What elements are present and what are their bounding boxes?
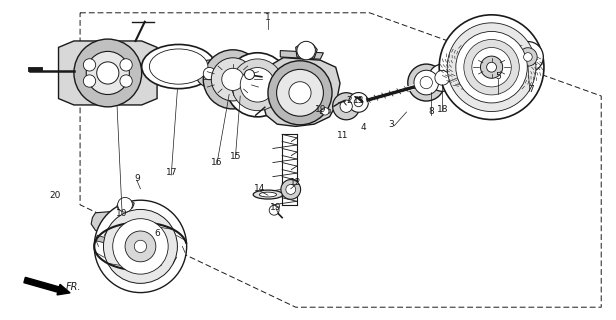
Polygon shape xyxy=(262,58,340,126)
Circle shape xyxy=(196,60,223,87)
Text: 19: 19 xyxy=(270,203,282,212)
Circle shape xyxy=(83,75,95,87)
Circle shape xyxy=(83,59,95,71)
Circle shape xyxy=(464,39,519,95)
Circle shape xyxy=(125,231,156,262)
Text: 2: 2 xyxy=(346,96,352,105)
Polygon shape xyxy=(280,51,323,59)
FancyArrow shape xyxy=(24,277,70,295)
Circle shape xyxy=(134,240,147,252)
Circle shape xyxy=(513,42,543,72)
Polygon shape xyxy=(320,108,330,115)
Text: 1: 1 xyxy=(265,13,271,22)
Circle shape xyxy=(456,31,527,103)
Circle shape xyxy=(333,93,360,120)
Circle shape xyxy=(420,76,432,89)
Circle shape xyxy=(203,68,216,80)
Circle shape xyxy=(439,15,544,120)
Text: 20: 20 xyxy=(50,191,61,200)
Circle shape xyxy=(519,48,537,66)
Text: FR.: FR. xyxy=(66,282,81,292)
Text: 11: 11 xyxy=(338,131,349,140)
Text: 18: 18 xyxy=(437,105,448,114)
Circle shape xyxy=(211,58,254,101)
Circle shape xyxy=(472,47,511,87)
Circle shape xyxy=(297,41,315,60)
Circle shape xyxy=(103,209,177,284)
Circle shape xyxy=(408,64,445,101)
Circle shape xyxy=(322,108,329,115)
Ellipse shape xyxy=(253,190,283,199)
Circle shape xyxy=(74,39,142,107)
Text: 17: 17 xyxy=(166,168,177,177)
Circle shape xyxy=(97,62,119,84)
Text: 12: 12 xyxy=(290,178,301,187)
Circle shape xyxy=(232,59,283,111)
Circle shape xyxy=(268,61,332,125)
Polygon shape xyxy=(134,235,147,243)
Circle shape xyxy=(120,75,132,87)
Circle shape xyxy=(354,98,363,107)
Circle shape xyxy=(429,64,456,91)
Circle shape xyxy=(269,205,279,215)
Circle shape xyxy=(286,185,296,194)
Text: 15: 15 xyxy=(230,152,241,161)
Text: 8: 8 xyxy=(428,108,434,116)
Circle shape xyxy=(277,69,323,116)
Circle shape xyxy=(94,200,187,292)
Circle shape xyxy=(118,197,132,212)
Text: 16: 16 xyxy=(211,158,222,167)
Circle shape xyxy=(203,50,262,109)
Circle shape xyxy=(245,70,254,79)
Circle shape xyxy=(524,53,532,61)
Circle shape xyxy=(120,59,132,71)
Circle shape xyxy=(222,68,244,91)
Circle shape xyxy=(487,62,496,72)
Polygon shape xyxy=(117,200,134,210)
Text: 4: 4 xyxy=(360,123,367,132)
Text: 7: 7 xyxy=(528,85,534,94)
Ellipse shape xyxy=(150,49,208,84)
Text: 13: 13 xyxy=(353,96,364,105)
Text: 3: 3 xyxy=(388,120,394,129)
Polygon shape xyxy=(296,43,317,58)
Circle shape xyxy=(113,219,168,274)
Circle shape xyxy=(340,100,352,112)
Circle shape xyxy=(289,82,311,104)
Circle shape xyxy=(414,70,439,95)
Circle shape xyxy=(349,92,368,112)
Circle shape xyxy=(86,52,129,94)
Circle shape xyxy=(281,180,301,199)
Text: 19: 19 xyxy=(315,105,326,114)
Circle shape xyxy=(447,23,536,112)
Text: 6: 6 xyxy=(154,229,160,238)
Polygon shape xyxy=(59,41,157,105)
Text: 10: 10 xyxy=(116,209,128,218)
Polygon shape xyxy=(91,211,153,240)
Text: 14: 14 xyxy=(254,184,265,193)
Ellipse shape xyxy=(142,44,216,89)
Ellipse shape xyxy=(259,192,277,197)
Text: 5: 5 xyxy=(495,72,501,81)
Circle shape xyxy=(225,53,290,117)
Circle shape xyxy=(240,68,275,102)
Circle shape xyxy=(435,70,450,85)
Circle shape xyxy=(480,56,503,78)
Polygon shape xyxy=(95,235,108,243)
Text: 9: 9 xyxy=(134,174,140,183)
